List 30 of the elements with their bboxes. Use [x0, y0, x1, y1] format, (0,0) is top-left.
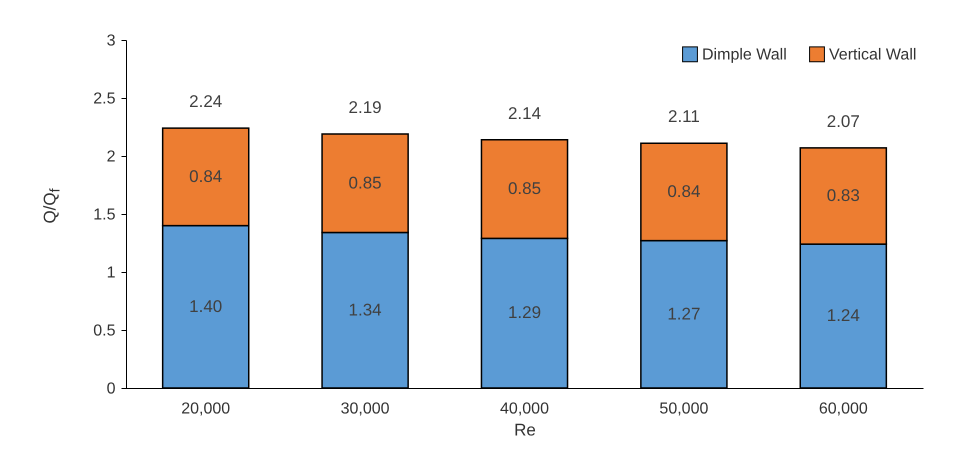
total-label: 2.14 — [508, 104, 542, 123]
data-label: 0.85 — [348, 173, 382, 192]
y-tick-label: 3 — [106, 32, 116, 50]
y-tick-label: 1.5 — [93, 206, 116, 224]
x-tick-label: 50,000 — [659, 400, 708, 418]
total-label: 2.24 — [189, 92, 222, 112]
legend-label: Dimple Wall — [702, 46, 787, 64]
y-tick-label: 2.5 — [93, 90, 116, 108]
y-tick-label: 0 — [106, 380, 116, 398]
x-tick-label: 20,000 — [181, 400, 230, 418]
x-tick-label: 40,000 — [500, 400, 550, 418]
data-label: 0.85 — [508, 179, 542, 198]
total-label: 2.07 — [826, 112, 860, 131]
data-label: 1.27 — [667, 304, 700, 324]
x-tick-label: 60,000 — [818, 400, 868, 418]
total-label: 2.19 — [348, 98, 382, 117]
data-label: 0.84 — [189, 166, 222, 186]
x-axis-title: Re — [514, 420, 536, 440]
y-tick-label: 2 — [106, 148, 116, 166]
data-label: 1.29 — [508, 303, 542, 322]
total-label: 2.11 — [668, 107, 700, 126]
y-tick-label: 1 — [106, 264, 116, 282]
legend-label: Vertical Wall — [829, 46, 916, 64]
y-tick-label: 0.5 — [93, 322, 116, 340]
data-label: 0.84 — [667, 182, 700, 201]
x-tick-label: 30,000 — [340, 400, 390, 418]
data-label: 1.40 — [189, 296, 222, 316]
data-label: 0.83 — [826, 186, 860, 206]
data-label: 1.34 — [348, 300, 382, 320]
data-label: 1.24 — [826, 306, 860, 326]
